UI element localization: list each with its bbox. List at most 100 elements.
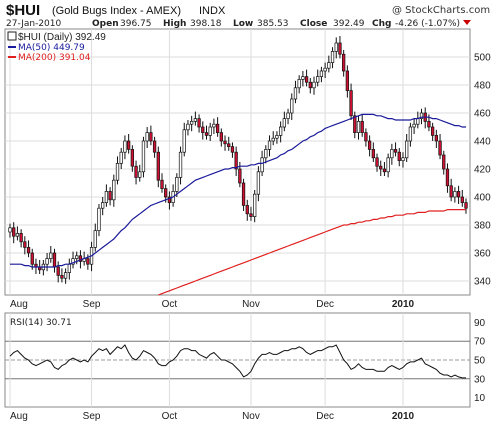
rsi-ytick-label: 30: [474, 374, 486, 385]
rsi-ytick-label: 70: [474, 337, 486, 348]
header-name: (Gold Bugs Index - AMEX): [52, 5, 181, 17]
candle-down: [438, 140, 442, 156]
candle-up: [15, 233, 20, 237]
candle-down: [12, 227, 16, 237]
candle-down: [219, 132, 223, 142]
candle-up: [75, 255, 79, 259]
low-value: 385.53: [257, 19, 289, 29]
legend-price: $HUI (Daily) 392.49: [18, 32, 106, 43]
candle-down: [393, 149, 398, 153]
legend-ma200: MA(200) 391.04: [18, 53, 91, 63]
price-ytick-label: 460: [474, 109, 491, 120]
candle-up: [297, 79, 301, 89]
header-symbol: $HUI: [6, 2, 40, 19]
rsi-ytick-label: 90: [474, 318, 486, 329]
candle-up: [323, 67, 327, 72]
low-label: Low: [233, 19, 253, 29]
candle-up: [101, 202, 105, 209]
ma50-line: [10, 113, 466, 268]
high-label: High: [163, 19, 186, 29]
candle-up: [275, 135, 279, 139]
rsi-ytick-label: 50: [474, 356, 486, 367]
price-legend: $HUI (Daily) 392.49 MA(50) 449.79 MA(200…: [7, 31, 106, 63]
candle-down: [152, 140, 157, 153]
candle-up: [178, 151, 183, 178]
candle-down: [108, 191, 112, 201]
candle-up: [412, 123, 416, 128]
candle-down: [382, 168, 387, 173]
candle-up: [97, 207, 101, 231]
candle-up: [190, 121, 194, 125]
candle-up: [123, 140, 127, 153]
candle-down: [201, 126, 205, 133]
legend-price-swatch: [7, 31, 17, 41]
candle-up: [319, 70, 324, 77]
candle-up: [115, 163, 120, 181]
candle-down: [345, 70, 350, 91]
candle-down: [78, 255, 83, 262]
candle-up: [267, 140, 272, 150]
candle-up: [356, 121, 361, 133]
price-ytick-label: 440: [474, 137, 491, 148]
rsi-ytick-label: 10: [474, 393, 486, 404]
candle-up: [453, 191, 457, 198]
candle-down: [86, 258, 90, 265]
rsi-line: [9, 344, 466, 379]
price-ytick-label: 500: [474, 53, 491, 64]
price-xtick-label: Aug: [10, 299, 28, 310]
candle-down: [204, 132, 209, 136]
open-value: 396.75: [120, 19, 152, 29]
candle-down: [397, 151, 401, 161]
candle-down: [445, 168, 450, 187]
price-xtick-label: 2010: [392, 299, 415, 310]
candle-down: [60, 275, 64, 279]
high-value: 398.18: [190, 19, 222, 29]
candle-up: [253, 193, 257, 217]
candle-down: [304, 76, 309, 83]
candle-down: [449, 185, 453, 198]
candle-down: [375, 157, 379, 167]
price-ytick-label: 340: [474, 277, 491, 288]
rsi-xtick-label: Sep: [83, 411, 101, 422]
candle-up: [93, 230, 97, 248]
candle-down: [30, 252, 34, 265]
candle-down: [23, 241, 27, 248]
candle-up: [256, 171, 261, 195]
candle-up: [71, 258, 75, 265]
candle-down: [353, 115, 357, 133]
candle-up: [290, 98, 294, 114]
price-xtick-label: Nov: [242, 299, 260, 310]
candle-down: [456, 191, 461, 198]
candle-down: [156, 151, 160, 181]
candle-up: [330, 51, 335, 63]
rsi-xtick-label: Nov: [242, 411, 260, 422]
candle-up: [408, 126, 413, 142]
down-arrow-icon: [463, 20, 471, 25]
candle-down: [227, 143, 231, 147]
candle-down: [442, 154, 446, 170]
candle-down: [430, 126, 435, 136]
candle-down: [308, 81, 312, 89]
price-ytick-label: 360: [474, 249, 491, 260]
candle-down: [371, 149, 375, 159]
candle-down: [360, 121, 364, 133]
candle-down: [379, 165, 383, 170]
rsi-xtick-label: 2010: [392, 411, 415, 422]
rsi-xtick-label: Dec: [316, 411, 334, 422]
ma200-line: [158, 209, 466, 296]
candle-up: [390, 149, 394, 159]
candle-up: [301, 76, 305, 80]
header-date: 27-Jan-2010: [6, 19, 62, 29]
candle-down: [167, 196, 172, 203]
candle-up: [278, 126, 283, 136]
price-ytick-label: 380: [474, 221, 491, 232]
rsi-legend: RSI(14) 30.71: [10, 318, 72, 328]
candle-up: [119, 151, 123, 164]
close-value: 392.49: [333, 19, 365, 29]
candle-up: [334, 42, 338, 52]
candle-up: [312, 81, 316, 89]
candle-up: [63, 272, 68, 279]
candle-up: [401, 157, 405, 161]
candle-down: [134, 165, 138, 178]
candle-down: [19, 233, 23, 243]
